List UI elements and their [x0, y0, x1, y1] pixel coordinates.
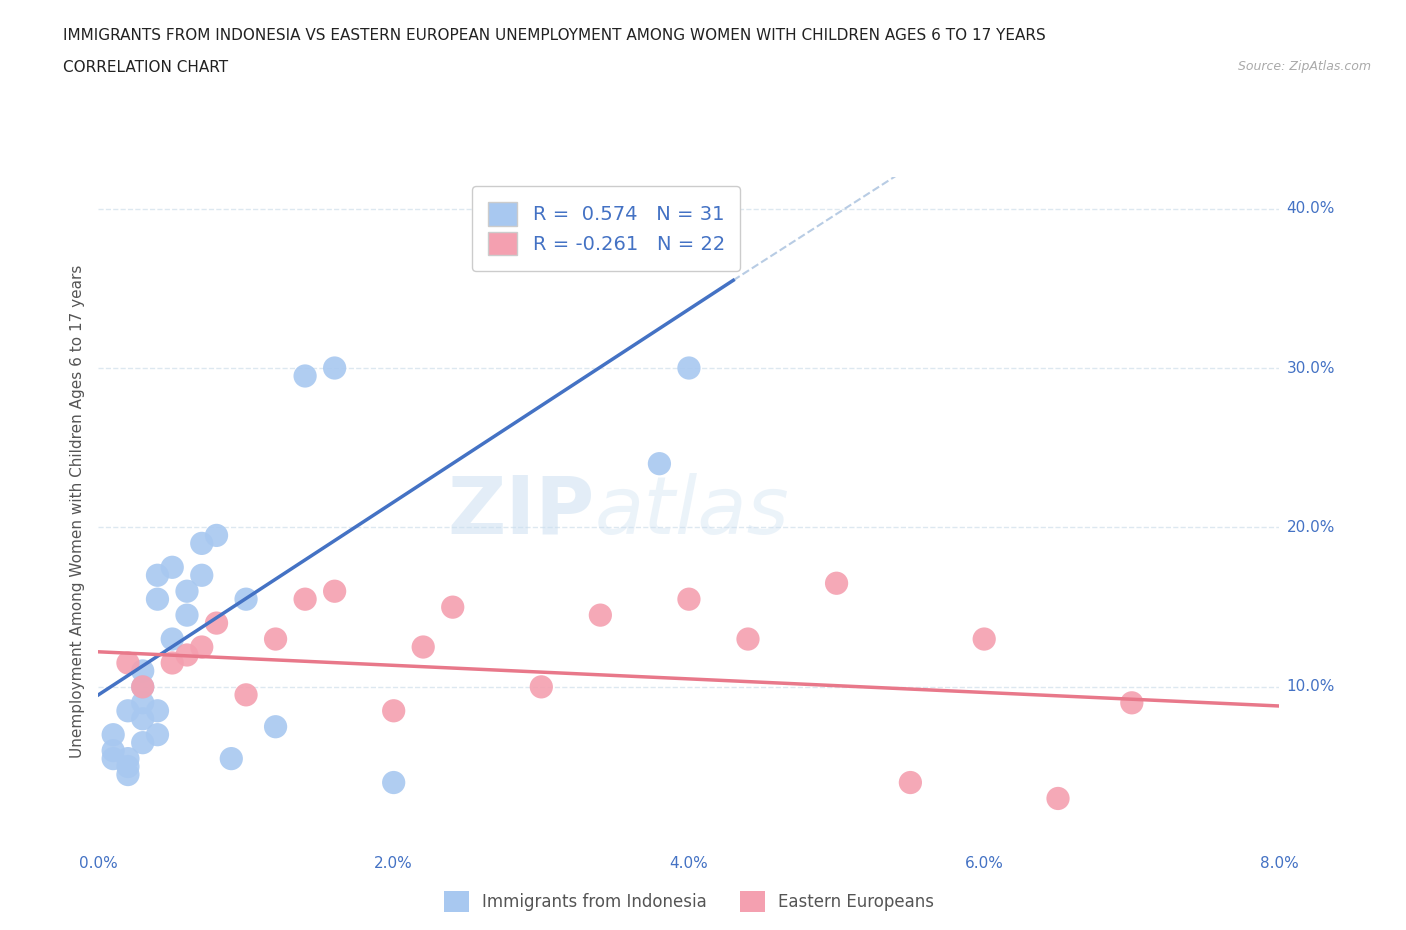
Point — [589, 607, 612, 622]
Point — [117, 703, 139, 718]
Point — [162, 631, 183, 646]
Point — [132, 680, 155, 695]
Point — [176, 584, 198, 599]
Text: CORRELATION CHART: CORRELATION CHART — [63, 60, 228, 75]
Point — [132, 663, 155, 678]
Point — [235, 687, 257, 702]
Point — [146, 727, 169, 742]
Point — [382, 703, 405, 718]
Point — [117, 759, 139, 774]
Text: Source: ZipAtlas.com: Source: ZipAtlas.com — [1237, 60, 1371, 73]
Point — [146, 591, 169, 606]
Point — [162, 656, 183, 671]
Point — [132, 736, 155, 751]
Point — [648, 457, 671, 472]
Point — [264, 719, 287, 734]
Point — [103, 751, 124, 766]
Point — [264, 631, 287, 646]
Text: 40.0%: 40.0% — [1286, 201, 1334, 216]
Point — [323, 584, 346, 599]
Point — [1121, 696, 1143, 711]
Point — [176, 607, 198, 622]
Point — [382, 775, 405, 790]
Point — [191, 568, 214, 583]
Point — [235, 591, 257, 606]
Point — [117, 656, 139, 671]
Point — [678, 361, 700, 376]
Point — [162, 560, 183, 575]
Point — [117, 767, 139, 782]
Point — [146, 703, 169, 718]
Point — [103, 743, 124, 758]
Point — [678, 591, 700, 606]
Point — [825, 576, 848, 591]
Point — [737, 631, 759, 646]
Point — [205, 528, 228, 543]
Point — [973, 631, 995, 646]
Point — [132, 680, 155, 695]
Text: 10.0%: 10.0% — [1286, 680, 1334, 695]
Text: 20.0%: 20.0% — [1286, 520, 1334, 535]
Point — [191, 640, 214, 655]
Point — [117, 751, 139, 766]
Point — [146, 568, 169, 583]
Point — [132, 711, 155, 726]
Point — [412, 640, 434, 655]
Point — [176, 647, 198, 662]
Legend: Immigrants from Indonesia, Eastern Europeans: Immigrants from Indonesia, Eastern Europ… — [437, 884, 941, 918]
Point — [323, 361, 346, 376]
Text: atlas: atlas — [595, 472, 789, 551]
Point — [205, 616, 228, 631]
Point — [441, 600, 464, 615]
Point — [191, 536, 214, 551]
Text: IMMIGRANTS FROM INDONESIA VS EASTERN EUROPEAN UNEMPLOYMENT AMONG WOMEN WITH CHIL: IMMIGRANTS FROM INDONESIA VS EASTERN EUR… — [63, 28, 1046, 43]
Point — [219, 751, 242, 766]
Point — [294, 368, 316, 383]
Point — [898, 775, 921, 790]
Point — [1046, 791, 1069, 806]
Point — [132, 696, 155, 711]
Text: 30.0%: 30.0% — [1286, 361, 1334, 376]
Point — [530, 680, 553, 695]
Point — [294, 591, 316, 606]
Text: ZIP: ZIP — [447, 472, 595, 551]
Point — [103, 727, 124, 742]
Y-axis label: Unemployment Among Women with Children Ages 6 to 17 years: Unemployment Among Women with Children A… — [69, 265, 84, 758]
